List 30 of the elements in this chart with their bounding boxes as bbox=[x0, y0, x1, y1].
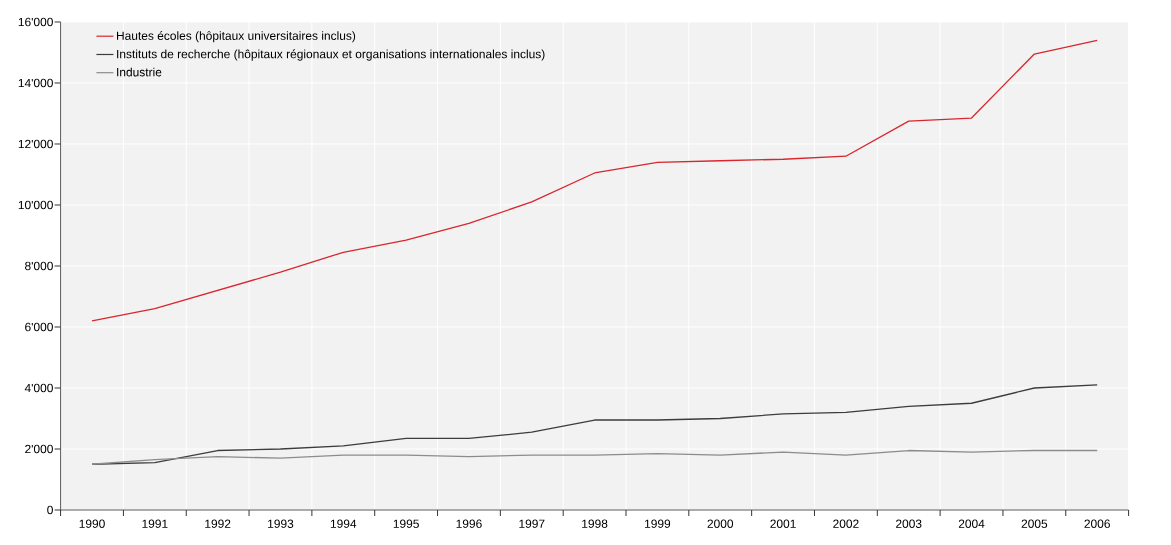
y-tick-label: 2'000 bbox=[25, 444, 53, 454]
y-tick-label: 4'000 bbox=[24, 383, 53, 393]
x-tick-label: 2000 bbox=[707, 519, 734, 528]
x-tick-label: 1995 bbox=[393, 519, 419, 528]
x-tick-label: 1997 bbox=[519, 519, 545, 528]
legend-label: Hautes écoles (hôpitaux universitaires inclus) bbox=[117, 31, 356, 43]
y-tick-label: 6'000 bbox=[25, 322, 53, 332]
x-tick-label: 1999 bbox=[645, 519, 671, 528]
x-tick-label: 1992 bbox=[205, 519, 231, 528]
x-tick-label: 2004 bbox=[958, 519, 985, 528]
legend-label: Instituts de recherche (hôpitaux régionaux et organisations internationales inclus) bbox=[117, 49, 545, 61]
x-tick-label: 1996 bbox=[456, 519, 482, 528]
y-tick-label: 0 bbox=[47, 505, 53, 515]
legend-label: Industrie bbox=[117, 67, 162, 77]
x-tick-label: 1990 bbox=[79, 519, 105, 528]
y-tick-label: 14'000 bbox=[18, 78, 53, 88]
y-tick-label: 8'000 bbox=[25, 261, 53, 271]
y-tick-label: 16'000 bbox=[18, 17, 53, 27]
x-tick-label: 2006 bbox=[1084, 519, 1110, 528]
x-tick-label: 2002 bbox=[833, 519, 859, 528]
x-tick-label: 1991 bbox=[142, 519, 168, 528]
x-tick-label: 1994 bbox=[330, 519, 357, 528]
line-series bbox=[91, 449, 1098, 465]
y-tick-label: 12'000 bbox=[18, 139, 53, 149]
y-tick-label: 10'000 bbox=[18, 200, 53, 210]
x-tick-label: 2005 bbox=[1021, 519, 1048, 528]
x-tick-label: 2003 bbox=[896, 519, 922, 528]
x-tick-label: 1998 bbox=[582, 519, 608, 528]
x-tick-label: 2001 bbox=[770, 519, 796, 528]
x-tick-label: 1993 bbox=[268, 519, 294, 528]
